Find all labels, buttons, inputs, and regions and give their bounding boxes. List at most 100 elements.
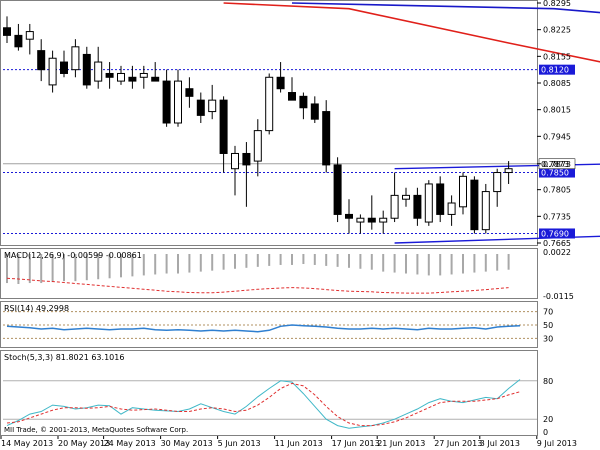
candle-bearish xyxy=(128,76,137,82)
time-axis-label: 30 May 2013 xyxy=(161,439,213,448)
stoch-title: Stoch(5,3,3) 81.8021 63.1016 xyxy=(4,353,124,362)
time-axis-label: 3 Jul 2013 xyxy=(480,439,520,448)
level-price-tag xyxy=(539,228,575,239)
price-tick-label: 0.7665 xyxy=(543,239,571,248)
time-axis-label: 14 May 2013 xyxy=(1,439,53,448)
time-axis-label: 20 May 2013 xyxy=(58,439,110,448)
candle-bearish xyxy=(345,213,353,219)
candle-bearish xyxy=(413,194,422,219)
candle-bearish xyxy=(196,99,205,116)
price-tick-label: 0.7735 xyxy=(543,212,571,221)
candle-bullish xyxy=(174,80,182,124)
candle-bearish xyxy=(37,50,46,71)
stoch-tick-label: 0 xyxy=(543,428,548,437)
candle-bearish xyxy=(310,103,319,120)
price-tick-label: 0.7805 xyxy=(543,186,571,195)
candle-bullish xyxy=(390,194,399,219)
candle-bullish xyxy=(25,31,34,40)
time-axis-label: 9 Jul 2013 xyxy=(537,439,577,448)
moving-average-blue xyxy=(291,2,600,14)
candle-bearish xyxy=(185,88,194,97)
stoch-main-line xyxy=(6,379,521,429)
candle-bearish xyxy=(322,111,331,166)
time-axis-label: 5 Jun 2013 xyxy=(218,439,261,448)
level-price-tag xyxy=(539,167,575,178)
candle-bullish xyxy=(117,72,125,82)
stoch-tick-label: 80 xyxy=(543,377,553,386)
stoch-signal-line xyxy=(6,382,521,427)
price-tick-label: 0.8295 xyxy=(543,0,571,8)
candle-bearish xyxy=(367,217,376,223)
candle-bearish xyxy=(82,53,91,86)
level-price-label: 0.8120 xyxy=(541,66,569,75)
channel-lower-line xyxy=(394,235,600,244)
candle-bullish xyxy=(265,76,274,132)
rsi-panel-frame xyxy=(0,301,538,348)
stoch-panel[interactable] xyxy=(3,379,537,429)
macd-tick-label: 0.0022 xyxy=(543,248,571,257)
footer-copyright: MII Trade, © 2001-2013, MetaQuotes Softw… xyxy=(4,426,188,434)
candle-bearish xyxy=(219,99,228,154)
price-tick-label: 0.8155 xyxy=(543,52,571,61)
time-axis-label: 11 Jun 2013 xyxy=(275,439,323,448)
price-tick-label: 0.7945 xyxy=(543,132,571,141)
candle-bullish xyxy=(253,130,262,162)
candle-bullish xyxy=(48,57,57,86)
candle-bullish xyxy=(71,46,80,71)
candle-bullish xyxy=(447,202,456,215)
candle-bullish xyxy=(481,191,490,231)
candle-bullish xyxy=(208,99,217,113)
time-axis-label: 24 May 2013 xyxy=(104,439,156,448)
candle-bearish xyxy=(470,179,479,231)
candle-bearish xyxy=(105,72,114,78)
level-price-label: 0.7850 xyxy=(541,169,569,178)
candle-bearish xyxy=(276,76,285,90)
stoch-tick-label: 20 xyxy=(543,415,553,424)
rsi-title: RSI(14) 49.2998 xyxy=(4,304,69,313)
candle-bearish xyxy=(162,80,171,124)
time-axis-label: 27 Jun 2013 xyxy=(434,439,482,448)
moving-average-red xyxy=(223,2,600,63)
candle-bullish xyxy=(459,175,467,208)
candle-bearish xyxy=(14,34,23,48)
macd-tick-label: -0.0115 xyxy=(543,292,574,301)
candle-bearish xyxy=(333,164,342,215)
price-tick-label: 0.8225 xyxy=(543,26,571,35)
candle-bullish xyxy=(424,183,433,223)
macd-signal-line xyxy=(6,277,509,294)
candle-bullish xyxy=(493,172,502,193)
candle-bullish xyxy=(379,217,388,223)
candle-bullish xyxy=(504,168,513,174)
channel-upper-line xyxy=(394,163,600,170)
rsi-panel[interactable] xyxy=(3,311,537,339)
current-price-label: 0.7873 xyxy=(541,160,569,169)
axes: 0.8120 0.7850 0.7690 0.7873 0.8295 0.8225 0.81… xyxy=(0,0,577,448)
macd-title: MACD(12,26,9) -0.00599 -0.00861 xyxy=(4,251,142,260)
macd-panel[interactable] xyxy=(6,254,510,294)
price-panel[interactable] xyxy=(3,2,600,244)
candle-bearish xyxy=(436,183,445,215)
rsi-line xyxy=(6,324,521,333)
time-axis-label: 21 Jun 2013 xyxy=(377,439,425,448)
rsi-tick-label: 50 xyxy=(543,321,553,330)
candle-bearish xyxy=(60,61,68,74)
price-panel-frame xyxy=(0,0,538,246)
price-tick-label: 0.7873 xyxy=(543,160,571,169)
candle-bullish xyxy=(231,152,239,170)
rsi-tick-label: 30 xyxy=(543,334,553,343)
level-price-tag xyxy=(539,64,575,75)
candle-bearish xyxy=(242,152,251,166)
candle-bullish xyxy=(139,72,148,78)
candle-bullish xyxy=(94,61,103,82)
price-tick-label: 0.8015 xyxy=(543,106,571,115)
time-axis-label: 17 Jun 2013 xyxy=(332,439,380,448)
level-price-label: 0.7690 xyxy=(541,229,569,238)
stoch-panel-frame xyxy=(0,350,538,436)
candle-bearish xyxy=(288,92,296,101)
candle-bearish xyxy=(3,27,11,36)
rsi-tick-label: 70 xyxy=(543,308,553,317)
macd-panel-frame xyxy=(0,248,538,299)
candle-bearish xyxy=(299,95,308,109)
candle-bullish xyxy=(402,194,410,200)
